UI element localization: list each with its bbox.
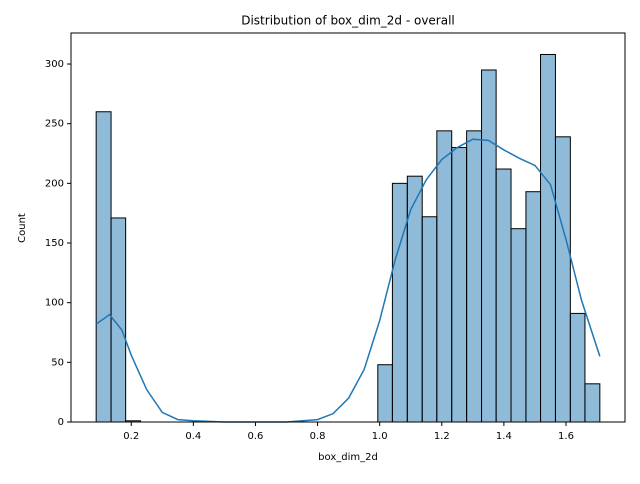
bar	[584, 383, 601, 423]
y-tick-label: 300	[45, 59, 64, 70]
kde-line	[95, 138, 601, 423]
bar	[377, 364, 393, 423]
bar	[510, 228, 527, 423]
bar	[540, 53, 556, 423]
y-tick-label: 0	[58, 417, 64, 428]
y-tick-label: 200	[45, 178, 64, 189]
x-tick-label: 0.8	[310, 431, 326, 442]
bar	[495, 168, 512, 423]
x-tick-label: 0.4	[185, 431, 201, 442]
bar	[525, 191, 542, 423]
plot-frame	[70, 32, 626, 423]
bar	[95, 111, 112, 423]
y-axis-label: Count	[17, 213, 28, 243]
y-tick-label: 100	[45, 298, 64, 309]
x-tick-label: 1.6	[558, 431, 574, 442]
bar	[451, 147, 468, 423]
bar	[436, 130, 453, 423]
x-tick-label: 1.4	[496, 431, 512, 442]
x-tick-label: 0.2	[123, 431, 139, 442]
bar	[391, 182, 408, 423]
chart-title: Distribution of box_dim_2d - overall	[241, 14, 455, 28]
bar	[466, 130, 483, 423]
x-tick-label: 1.0	[372, 431, 388, 442]
bar	[481, 69, 497, 423]
y-tick-label: 150	[45, 238, 64, 249]
bar	[421, 216, 438, 423]
y-tick-label: 250	[45, 119, 64, 130]
x-tick-label: 0.6	[248, 431, 264, 442]
x-axis-label: box_dim_2d	[318, 452, 378, 463]
x-tick-label: 1.2	[434, 431, 450, 442]
bar	[554, 136, 571, 423]
y-tick-label: 50	[51, 357, 64, 368]
bar	[569, 312, 586, 423]
